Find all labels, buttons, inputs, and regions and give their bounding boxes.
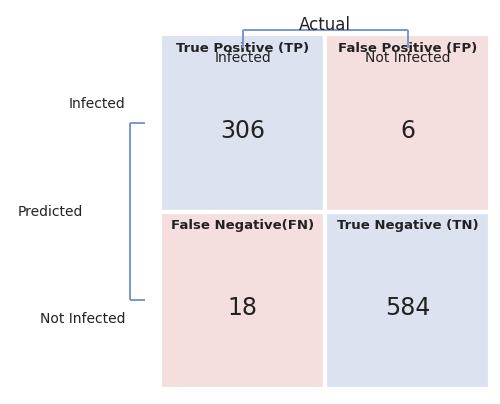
Text: False Negative(FN): False Negative(FN) (171, 219, 314, 232)
Text: 6: 6 (400, 119, 415, 143)
Text: False Positive (FP): False Positive (FP) (338, 42, 477, 55)
Text: Infected: Infected (214, 51, 271, 65)
Text: True Positive (TP): True Positive (TP) (176, 42, 309, 55)
Text: Not Infected: Not Infected (40, 312, 125, 326)
FancyBboxPatch shape (160, 212, 325, 389)
FancyBboxPatch shape (325, 212, 490, 389)
FancyBboxPatch shape (160, 34, 325, 212)
Text: Infected: Infected (68, 97, 125, 111)
FancyBboxPatch shape (325, 34, 490, 212)
Text: 18: 18 (228, 296, 258, 320)
Text: True Negative (TN): True Negative (TN) (336, 219, 478, 232)
Text: 306: 306 (220, 119, 265, 143)
Text: Actual: Actual (299, 16, 351, 34)
Text: Not Infected: Not Infected (365, 51, 450, 65)
Text: Predicted: Predicted (18, 204, 84, 219)
Text: 584: 584 (385, 296, 430, 320)
